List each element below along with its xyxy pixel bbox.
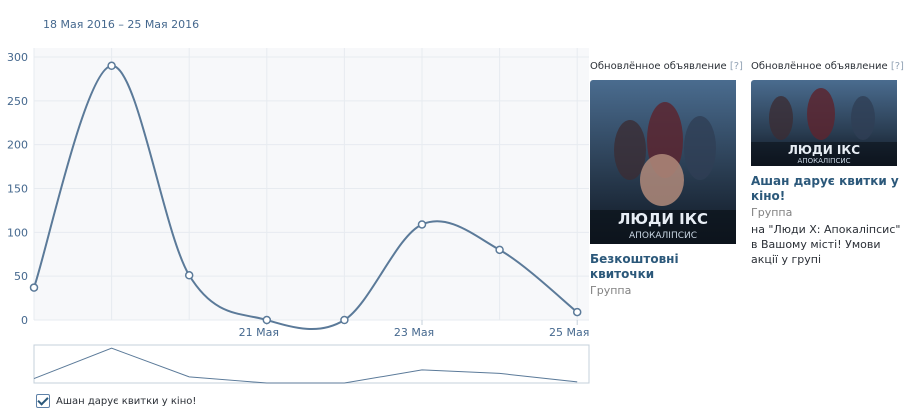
ad-title-link[interactable]: Безкоштовні квиточки xyxy=(590,252,679,281)
ad-description: на "Люди Х: Апокаліпсис" в Вашому місті!… xyxy=(751,223,901,266)
data-point[interactable] xyxy=(184,271,194,280)
x-tick-label: 23 Мая xyxy=(394,326,434,339)
y-tick-label: 150 xyxy=(7,183,28,196)
plot-background xyxy=(34,48,589,320)
data-point[interactable] xyxy=(340,315,349,325)
series-legend[interactable]: Ашан дарує квитки у кіно! xyxy=(36,394,196,408)
series-points xyxy=(29,61,582,325)
ad-card-1[interactable]: Обновлённое объявление [?] ЛЮДИ ІКС АПОК… xyxy=(590,61,743,297)
poster-subtitle-text: АПОКАЛІПСИС xyxy=(629,231,697,241)
chart-grid xyxy=(33,48,589,321)
chart-navigator[interactable] xyxy=(33,344,590,384)
series-checkbox[interactable] xyxy=(36,394,50,408)
x-tick-label: 21 Мая xyxy=(239,326,279,339)
data-point[interactable] xyxy=(572,307,582,317)
poster-subtitle-text: АПОКАЛІПСИС xyxy=(798,157,851,165)
navigator-line xyxy=(33,347,578,384)
y-axis-labels: 0 50 100 150 200 250 300 xyxy=(7,51,28,327)
y-tick-label: 250 xyxy=(7,95,28,108)
ad-image[interactable]: ЛЮДИ ІКС АПОКАЛІПСИС xyxy=(751,80,901,170)
ad-image[interactable]: ЛЮДИ ІКС АПОКАЛІПСИС xyxy=(590,80,740,248)
navigator-frame[interactable] xyxy=(33,344,590,384)
data-point[interactable] xyxy=(495,245,504,255)
data-point[interactable] xyxy=(262,315,272,325)
data-point[interactable] xyxy=(29,283,39,292)
x-axis-labels: 21 Мая 23 Мая 25 Мая xyxy=(239,320,589,339)
ad-subtitle: Группа xyxy=(590,284,632,297)
y-tick-label: 200 xyxy=(7,139,28,152)
y-tick-label: 100 xyxy=(7,226,28,239)
movie-poster-image[interactable]: ЛЮДИ ІКС АПОКАЛІПСИС xyxy=(751,80,897,166)
date-range-label: 18 Мая 2016 – 25 Мая 2016 xyxy=(43,18,200,31)
ad-header: Обновлённое объявление [?] xyxy=(751,61,904,72)
help-link[interactable]: [?] xyxy=(729,61,743,72)
x-tick-label: 25 Мая xyxy=(549,326,589,339)
y-tick-label: 0 xyxy=(21,314,28,327)
ad-subtitle: Группа xyxy=(751,206,793,219)
poster-title-text: ЛЮДИ ІКС xyxy=(788,143,860,157)
y-tick-label: 50 xyxy=(14,270,28,283)
ad-header: Обновлённое объявление [?] xyxy=(590,61,743,72)
ad-card-2[interactable]: Обновлённое объявление [?] ЛЮДИ ІКС АПОК… xyxy=(751,61,904,267)
ad-header-label: Обновлённое объявление xyxy=(751,61,888,72)
series-legend-label: Ашан дарує квитки у кіно! xyxy=(56,395,197,407)
data-point[interactable] xyxy=(107,61,116,71)
help-link[interactable]: [?] xyxy=(890,61,904,72)
ad-header-label: Обновлённое объявление xyxy=(590,61,727,72)
ad-title-link[interactable]: Ашан дарує квитки у кіно! xyxy=(751,174,899,203)
y-tick-label: 300 xyxy=(7,51,28,64)
movie-poster-image[interactable]: ЛЮДИ ІКС АПОКАЛІПСИС xyxy=(590,80,736,244)
data-point[interactable] xyxy=(417,220,427,229)
poster-title-text: ЛЮДИ ІКС xyxy=(618,210,708,228)
